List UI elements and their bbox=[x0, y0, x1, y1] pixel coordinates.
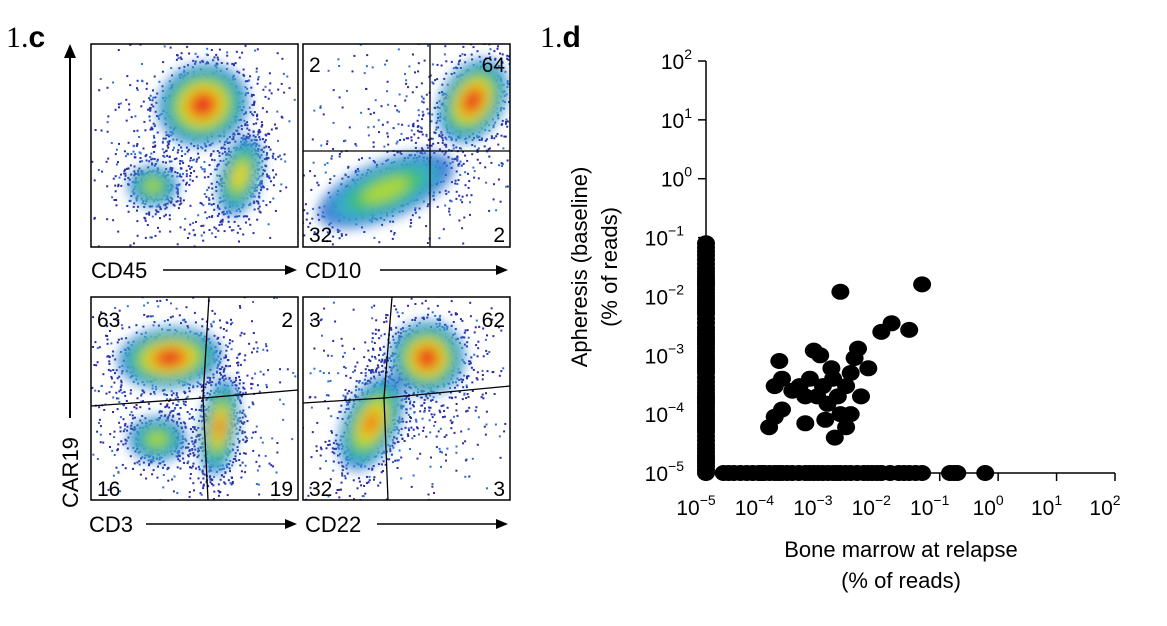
plot-frame-cd22 bbox=[302, 296, 511, 501]
cd3-quadrant-tl: 63 bbox=[97, 309, 120, 332]
cd10-quadrant-br: 2 bbox=[493, 224, 505, 247]
y-ticks: 10−5 10−4 10−3 10−2 10−1 100 101 102 bbox=[645, 46, 706, 486]
x-tick-label: 10−1 bbox=[910, 492, 950, 520]
cd10-axis-label: CD10 bbox=[305, 258, 361, 283]
scatter-point bbox=[948, 465, 967, 481]
density-blobs bbox=[118, 327, 239, 476]
y-axis-title-line2: (% of reads) bbox=[597, 207, 622, 327]
panel-c-label-prefix: 1. bbox=[6, 21, 29, 54]
scatter-point bbox=[882, 315, 901, 332]
scatter-point bbox=[796, 415, 815, 432]
x-ticks: 10−5 10−4 10−3 10−2 10−1 100 101 102 bbox=[676, 473, 1121, 520]
cd22-quadrant-bl: 32 bbox=[309, 478, 332, 501]
scatter-points bbox=[697, 235, 995, 481]
scatter-point bbox=[770, 353, 789, 369]
car19-axis-label: CAR19 bbox=[58, 437, 83, 508]
cd10-quadrant-tr: 64 bbox=[482, 54, 506, 77]
gate-lines-cd22 bbox=[302, 296, 511, 501]
panel-d-label-prefix: 1. bbox=[540, 21, 563, 54]
y-tick-label: 101 bbox=[661, 105, 692, 133]
cd22-axis-label: CD22 bbox=[305, 512, 361, 537]
scatter-point bbox=[913, 465, 932, 481]
scatter-y-axis: 10−5 10−4 10−3 10−2 10−1 100 101 102 bbox=[645, 46, 707, 486]
cd22-quadrant-br: 3 bbox=[493, 478, 505, 501]
x-tick-label: 10−4 bbox=[735, 492, 775, 520]
scatter-point bbox=[811, 347, 830, 364]
density-plot-cd3 bbox=[91, 297, 298, 500]
cd22-axis-arrowhead bbox=[496, 519, 508, 529]
cd22-quadrant-tl: 3 bbox=[309, 309, 321, 332]
density-blobs bbox=[317, 59, 508, 229]
density-plot-cd10 bbox=[303, 44, 510, 247]
x-tick-label: 102 bbox=[1089, 492, 1120, 520]
scatter-point bbox=[773, 401, 791, 418]
scatter-point bbox=[852, 388, 870, 405]
x-tick-label: 10−2 bbox=[852, 492, 892, 520]
scatter-point bbox=[976, 465, 995, 481]
x-axis-title-line2: (% of reads) bbox=[841, 568, 961, 593]
x-axis-title-line1: Bone marrow at relapse bbox=[784, 537, 1018, 562]
car19-axis-arrowhead bbox=[64, 44, 76, 58]
scatter-point bbox=[697, 235, 715, 252]
y-tick-label: 100 bbox=[661, 164, 692, 192]
y-tick-label: 102 bbox=[661, 46, 692, 74]
cd3-quadrant-bl: 16 bbox=[97, 478, 120, 501]
cd45-axis-arrowhead bbox=[285, 265, 297, 275]
scatter-point bbox=[859, 360, 878, 377]
scatter-point bbox=[825, 429, 844, 446]
density-blobs bbox=[128, 63, 263, 216]
scatter-point bbox=[841, 365, 860, 381]
plot-frame-cd45 bbox=[90, 43, 299, 248]
cd10-quadrant-tl: 2 bbox=[309, 54, 321, 77]
plot-frame-cd3 bbox=[90, 296, 299, 501]
gate-lines-cd10 bbox=[303, 44, 510, 247]
scatter-point bbox=[837, 419, 856, 436]
cd3-quadrant-br: 19 bbox=[270, 478, 293, 501]
scatter-x-axis: 10−5 10−4 10−3 10−2 10−1 100 101 102 bbox=[676, 472, 1121, 520]
cd3-axis-arrowhead bbox=[285, 519, 297, 529]
plot-frame-cd10 bbox=[302, 43, 511, 248]
panel-c: 1.c CAR19 2 64 32 2 63 bbox=[6, 21, 511, 537]
scatter-point bbox=[824, 370, 843, 387]
scatter-point bbox=[849, 340, 867, 357]
y-tick-label: 10−3 bbox=[645, 340, 685, 368]
scatter-point bbox=[913, 276, 932, 293]
scatter-point bbox=[841, 406, 860, 423]
x-tick-label: 10−3 bbox=[793, 492, 833, 520]
cd45-axis-label: CD45 bbox=[91, 258, 147, 283]
scatter-point bbox=[837, 378, 856, 395]
panel-d-label-letter: d bbox=[563, 21, 581, 54]
panel-c-label-letter: c bbox=[29, 21, 46, 54]
scatter-point bbox=[800, 370, 819, 387]
y-axis-title-line1: Apheresis (baseline) bbox=[567, 167, 592, 368]
y-tick-label: 10−2 bbox=[645, 281, 685, 309]
y-tick-label: 10−5 bbox=[645, 458, 685, 486]
scatter-point bbox=[831, 283, 850, 300]
x-tick-label: 10−5 bbox=[676, 492, 716, 520]
cd10-quadrant-bl: 32 bbox=[309, 224, 332, 247]
y-tick-label: 10−1 bbox=[645, 223, 685, 251]
cd22-quadrant-tr: 62 bbox=[482, 309, 505, 332]
panel-d-label: 1.d bbox=[540, 21, 581, 54]
gate-lines-cd3 bbox=[90, 296, 299, 501]
x-tick-label: 101 bbox=[1031, 492, 1062, 520]
scatter-point bbox=[773, 370, 791, 387]
density-plot-cd45 bbox=[91, 44, 298, 247]
x-tick-label: 100 bbox=[973, 492, 1004, 520]
y-tick-label: 10−4 bbox=[645, 399, 685, 427]
scatter-point bbox=[900, 321, 919, 338]
scatter-point bbox=[816, 411, 835, 428]
cd3-axis-label: CD3 bbox=[89, 512, 133, 537]
cd10-axis-arrowhead bbox=[496, 265, 508, 275]
cd3-quadrant-tr: 2 bbox=[281, 309, 293, 332]
panel-c-label: 1.c bbox=[6, 21, 45, 54]
